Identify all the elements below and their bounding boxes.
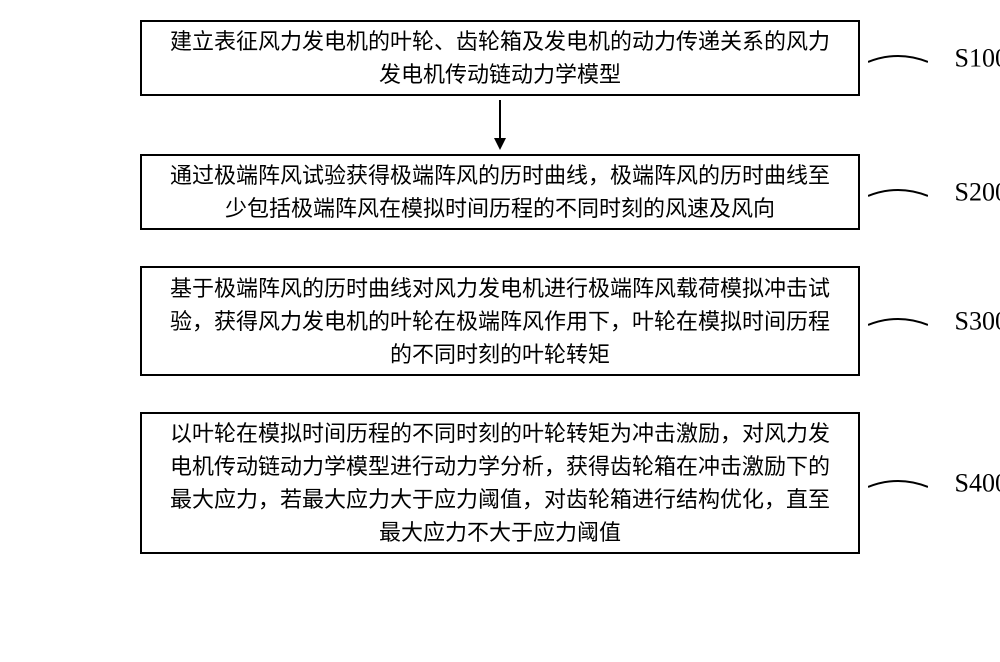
connector-curve [868,48,928,68]
connector-curve [868,473,928,493]
connector-curve [868,311,928,331]
step-label: S100 [955,39,1000,78]
step-text: 建立表征风力发电机的叶轮、齿轮箱及发电机的动力传递关系的风力发电机传动链动力学模… [160,25,840,91]
step-box-s400: 以叶轮在模拟时间历程的不同时刻的叶轮转矩为冲击激励，对风力发电机传动链动力学模型… [140,412,860,554]
step-box-s300: 基于极端阵风的历时曲线对风力发电机进行极端阵风载荷模拟冲击试验，获得风力发电机的… [140,266,860,376]
connector-curve [868,182,928,202]
step-text: 以叶轮在模拟时间历程的不同时刻的叶轮转矩为冲击激励，对风力发电机传动链动力学模型… [160,417,840,549]
step-text: 基于极端阵风的历时曲线对风力发电机进行极端阵风载荷模拟冲击试验，获得风力发电机的… [160,272,840,371]
step-label: S200 [955,173,1000,212]
arrow-down-icon [490,100,510,150]
flowchart-container: 建立表征风力发电机的叶轮、齿轮箱及发电机的动力传递关系的风力发电机传动链动力学模… [60,20,940,554]
step-box-s100: 建立表征风力发电机的叶轮、齿轮箱及发电机的动力传递关系的风力发电机传动链动力学模… [140,20,860,96]
step-text: 通过极端阵风试验获得极端阵风的历时曲线，极端阵风的历时曲线至少包括极端阵风在模拟… [160,159,840,225]
step-box-s200: 通过极端阵风试验获得极端阵风的历时曲线，极端阵风的历时曲线至少包括极端阵风在模拟… [140,154,860,230]
step-label: S300 [955,302,1000,341]
step-label: S400 [955,464,1000,503]
